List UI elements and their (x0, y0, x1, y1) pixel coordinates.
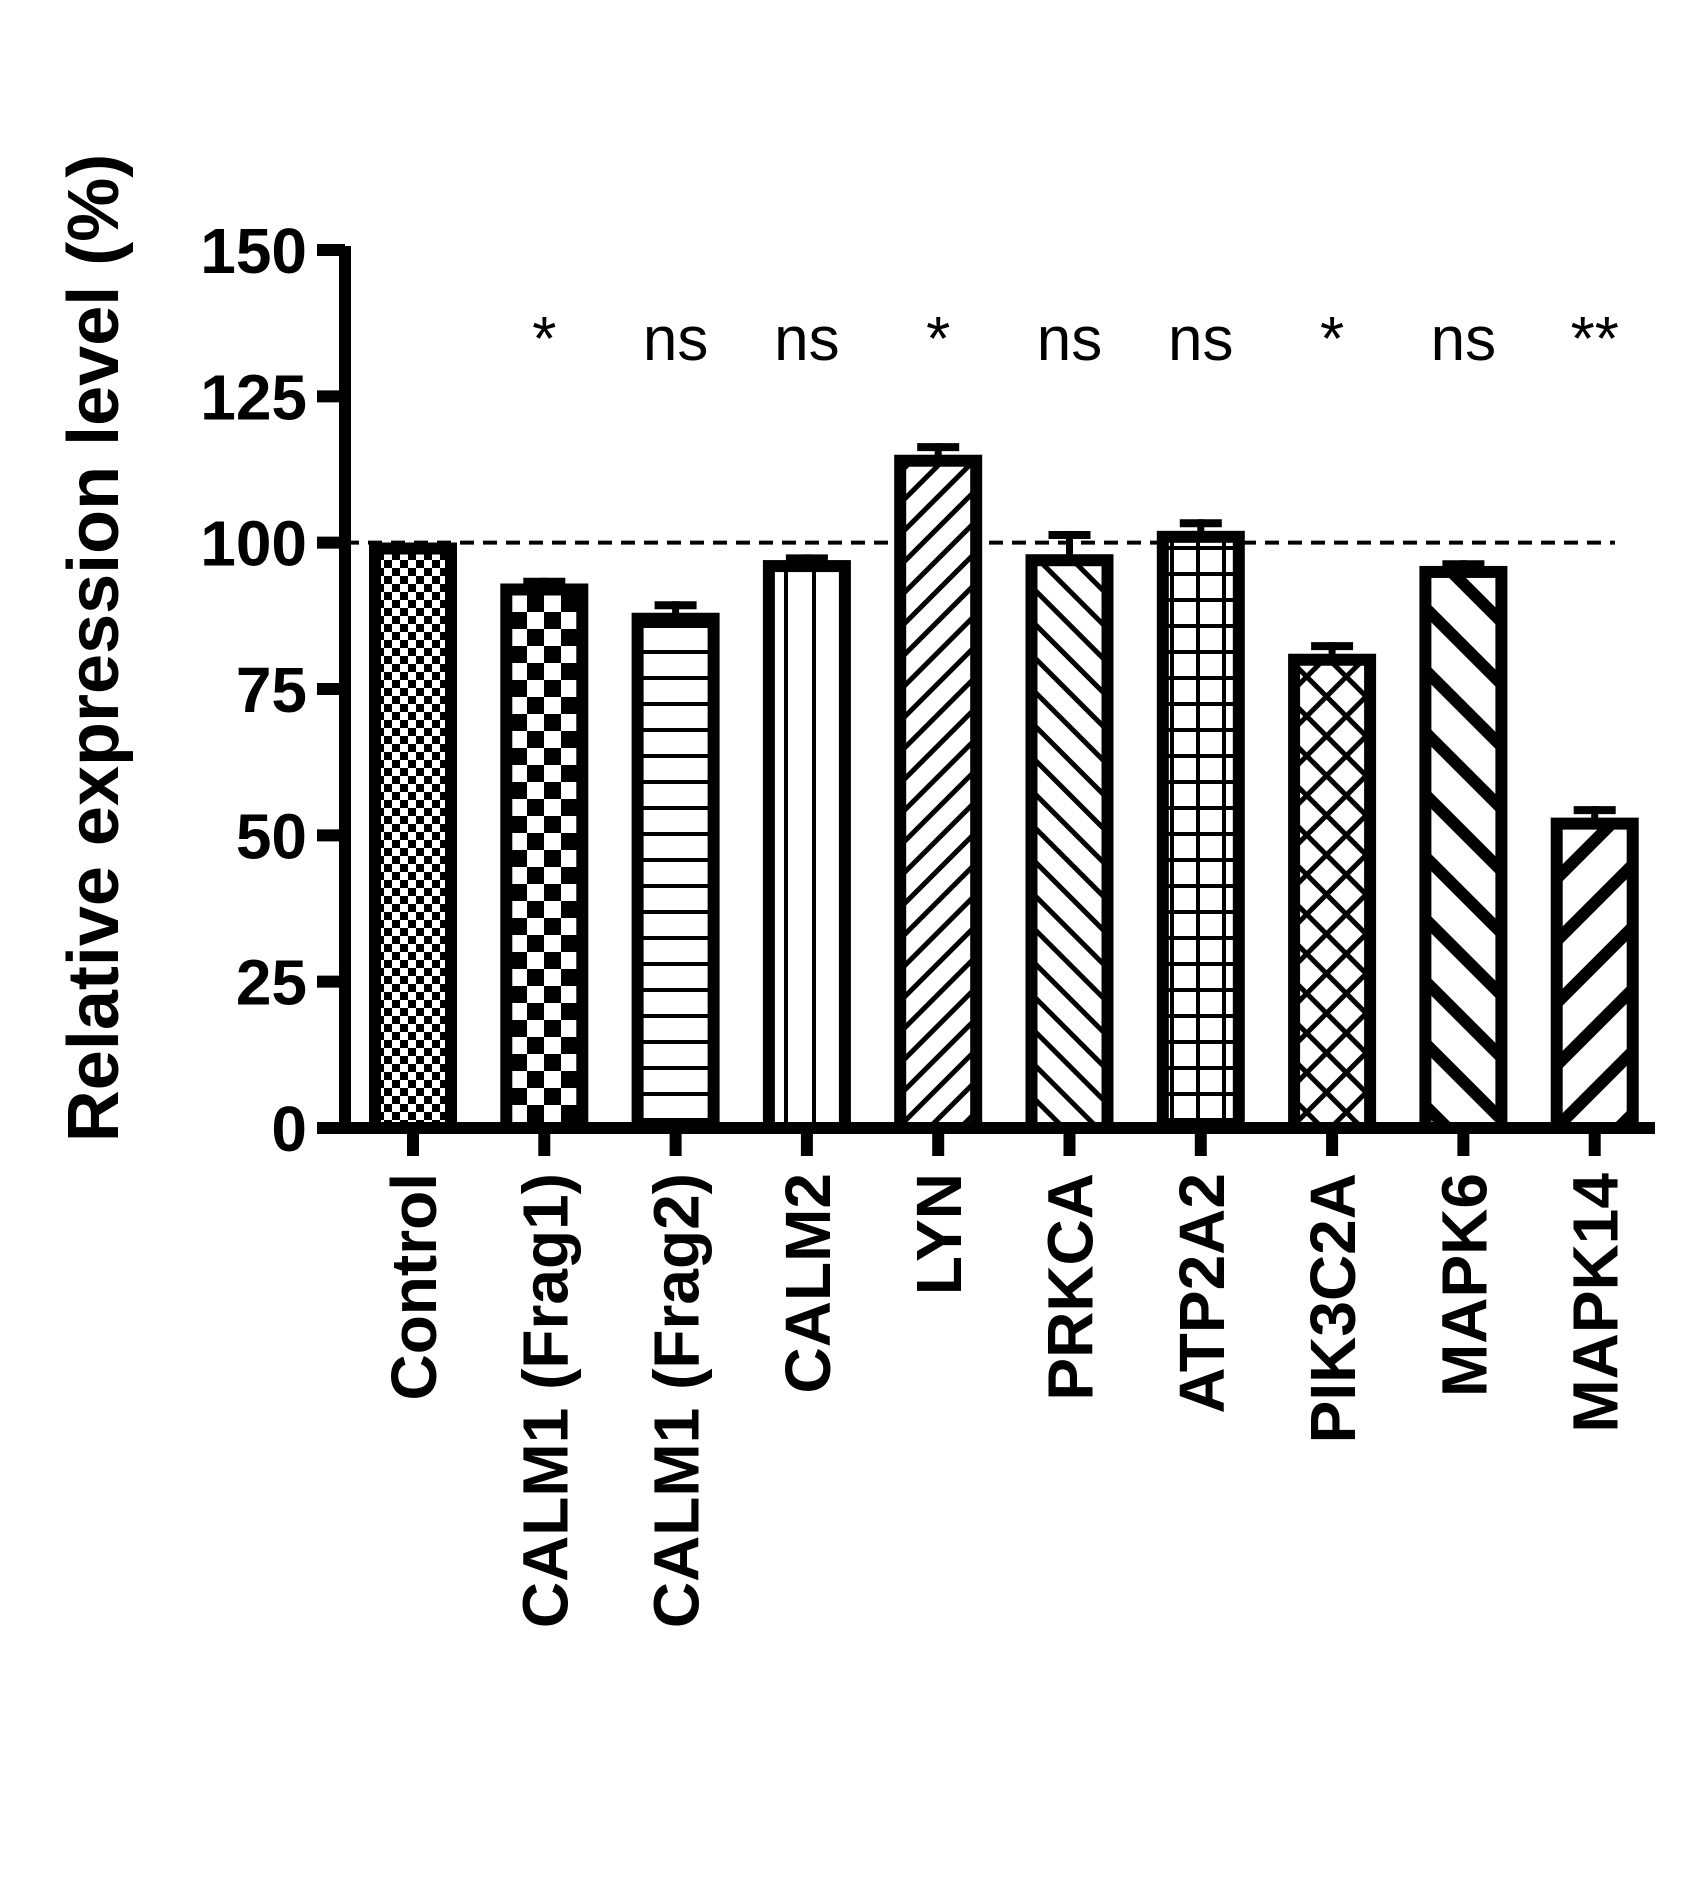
y-tick-label: 100 (200, 508, 307, 580)
x-category-label: CALM1 (Frag1) (509, 1173, 581, 1628)
significance-marker: * (926, 305, 950, 374)
y-tick-label: 50 (236, 800, 307, 872)
x-category-label: LYN (903, 1173, 975, 1295)
x-category-label: MAPK14 (1560, 1173, 1632, 1433)
bar-calm2 (762, 554, 851, 1134)
significance-marker: ns (1037, 305, 1102, 374)
x-category-label: PIK3C2A (1297, 1173, 1369, 1443)
x-category-label: Control (378, 1173, 450, 1401)
y-tick-label: 125 (200, 361, 307, 433)
significance-marker: ns (774, 305, 839, 374)
x-category-label: PRKCA (1035, 1173, 1107, 1401)
x-category-label: CALM2 (772, 1173, 844, 1393)
bar-mapk6 (1419, 560, 1508, 1134)
significance-markers: * ns ns * ns ns * ns ** (532, 305, 1619, 374)
bar-pik3c2a (1288, 642, 1377, 1134)
y-tick-label: 0 (271, 1093, 307, 1165)
bar-prkca (1025, 530, 1114, 1134)
significance-marker: * (1320, 305, 1344, 374)
x-category-label: CALM1 (Frag2) (641, 1173, 713, 1628)
x-axis-ticks: Control CALM1 (Frag1) CALM1 (Frag2) CALM2 LY… (378, 1128, 1632, 1628)
y-axis-title: Relative expression level (%) (54, 154, 134, 1142)
x-category-label: MAPK6 (1428, 1173, 1500, 1397)
bar-lyn (894, 443, 983, 1135)
y-axis-ticks: 0 25 50 75 100 125 150 (200, 215, 345, 1165)
bar-mapk14 (1550, 806, 1639, 1134)
bar-calm1-frag2- (631, 601, 720, 1134)
y-tick-label: 75 (236, 654, 307, 726)
bar-atp2a2 (1156, 519, 1245, 1134)
significance-marker: ns (643, 305, 708, 374)
bar-calm1-frag1- (500, 577, 589, 1134)
significance-marker: ns (1168, 305, 1233, 374)
bar-control (369, 542, 457, 1134)
x-category-label: ATP2A2 (1166, 1173, 1238, 1414)
y-tick-label: 150 (200, 215, 307, 287)
y-tick-label: 25 (236, 947, 307, 1019)
significance-marker: ** (1571, 305, 1619, 374)
significance-marker: * (532, 305, 556, 374)
significance-marker: ns (1431, 305, 1496, 374)
bars (369, 443, 1639, 1135)
